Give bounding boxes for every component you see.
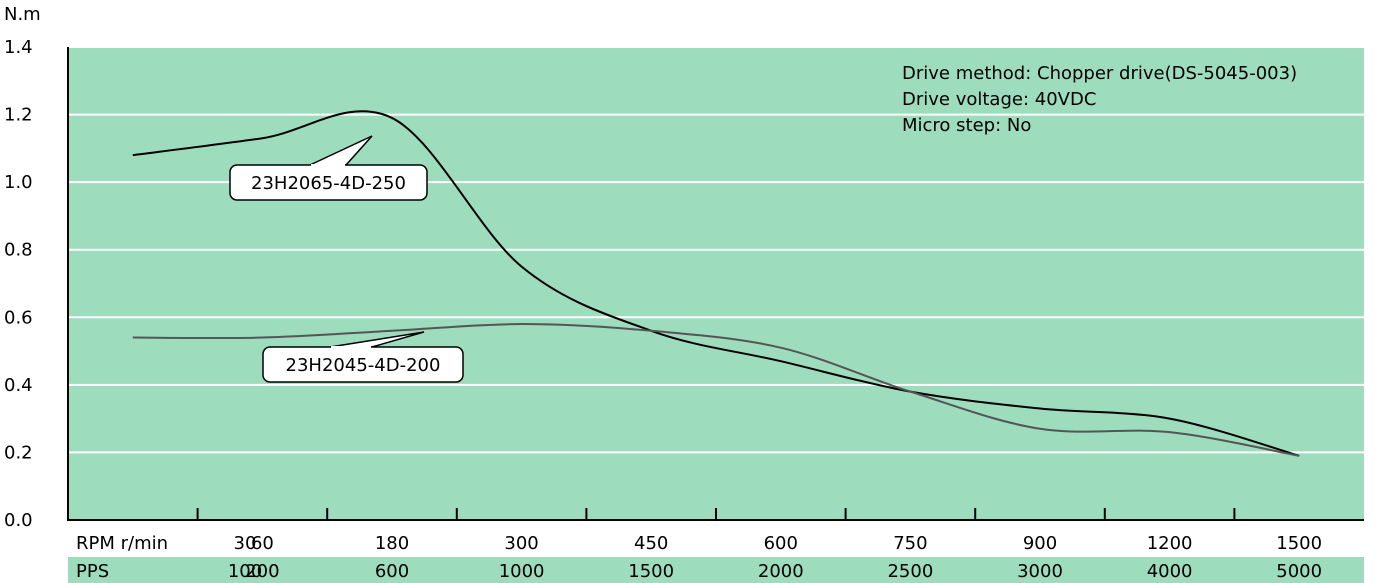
rpm-tick-label: 1500 <box>1276 533 1322 554</box>
rpm-tick-label: 750 <box>893 533 927 554</box>
rpm-tick-label: 600 <box>764 533 798 554</box>
y-tick-label: 0.2 <box>4 442 33 463</box>
rpm-tick-label: 450 <box>634 533 668 554</box>
series-lines <box>132 110 1300 457</box>
y-tick-label: 0.8 <box>4 240 33 261</box>
rpm-tick-label: 180 <box>375 533 409 554</box>
pps-tick-label: 2000 <box>758 561 804 582</box>
drive-info: Drive method: Chopper drive(DS-5045-003)… <box>902 63 1297 136</box>
pps-tick-label: 4000 <box>1147 561 1193 582</box>
x-axis-ticks <box>196 508 1236 520</box>
pps-tick-label: 1000 <box>499 561 545 582</box>
y-tick-label: 0.0 <box>4 510 33 531</box>
rpm-axis-label: RPM r/min <box>76 533 168 554</box>
y-tick-label: 1.0 <box>4 172 33 193</box>
rpm-tick-label: 30 <box>234 533 257 554</box>
pps-band <box>68 557 1364 583</box>
pps-tick-label: 600 <box>375 561 409 582</box>
pps-tick-label: 5000 <box>1276 561 1322 582</box>
pps-axis-label: PPS <box>76 561 109 582</box>
pps-tick-label: 3000 <box>1017 561 1063 582</box>
pps-tick-label: 2500 <box>887 561 933 582</box>
drive-info-line: Drive voltage: 40VDC <box>902 89 1096 110</box>
drive-info-line: Drive method: Chopper drive(DS-5045-003) <box>902 63 1297 84</box>
rpm-tick-label: 1200 <box>1147 533 1193 554</box>
plot-area <box>68 47 1364 519</box>
y-tick-label: 1.4 <box>4 37 33 58</box>
y-unit-label: N.m <box>4 4 41 25</box>
series-line <box>132 323 1300 457</box>
y-tick-label: 0.6 <box>4 307 33 328</box>
rpm-tick-label: 60 <box>251 533 274 554</box>
rpm-tick-label: 300 <box>504 533 538 554</box>
rpm-tick-label: 900 <box>1023 533 1057 554</box>
y-tick-label: 1.2 <box>4 105 33 126</box>
series-line <box>132 110 1300 457</box>
y-tick-label: 0.4 <box>4 375 33 396</box>
pps-tick-label: 1500 <box>628 561 674 582</box>
y-axis-ticks: 0.0 0.2 0.4 0.6 0.8 1.0 1.2 1.4 <box>4 37 33 531</box>
rpm-row: RPM r/min 60 180 300 450 600 750 900 1200 1500 30 <box>76 533 1322 554</box>
series-callouts: 23H2065-4D-250 23H2045-4D-200 <box>229 135 464 383</box>
series-label: 23H2045-4D-200 <box>286 355 441 376</box>
pps-tick-label: 200 <box>245 561 279 582</box>
series-label: 23H2065-4D-250 <box>251 173 406 194</box>
drive-info-line: Micro step: No <box>902 115 1031 136</box>
pps-tick-label: 100 <box>228 561 262 582</box>
pps-row: PPS 200 600 1000 1500 2000 2500 3000 4000 5000 100 <box>76 561 1322 582</box>
